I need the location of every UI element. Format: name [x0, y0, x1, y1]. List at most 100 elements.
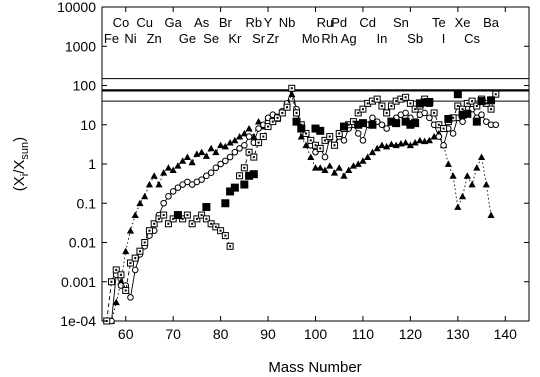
data-point-center	[191, 222, 194, 225]
data-point-center	[357, 111, 360, 114]
data-point	[387, 117, 396, 126]
data-point	[198, 148, 206, 156]
data-point	[240, 180, 249, 189]
data-point-center	[124, 289, 127, 292]
data-point	[369, 114, 376, 122]
data-point	[459, 118, 466, 125]
data-point	[198, 176, 205, 183]
data-point	[354, 160, 362, 167]
data-point-center	[138, 250, 141, 253]
data-point	[444, 160, 452, 167]
data-point	[335, 164, 343, 171]
data-point-center	[224, 234, 227, 237]
data-point-center	[442, 127, 445, 130]
y-tick-label: 0.01	[69, 235, 96, 251]
data-point	[122, 247, 130, 255]
data-point-center	[271, 120, 274, 123]
data-point-center	[352, 120, 355, 123]
data-point-center	[252, 156, 255, 159]
data-point	[406, 120, 415, 129]
data-point-center	[157, 217, 160, 220]
element-label: Cu	[136, 15, 153, 30]
data-point	[411, 119, 420, 128]
data-point-center	[267, 125, 270, 128]
data-point-center	[347, 123, 350, 126]
data-point-center	[210, 222, 213, 225]
y-tick-label: 10	[80, 117, 96, 133]
data-point	[463, 109, 472, 118]
data-point-center	[485, 102, 488, 105]
data-point	[179, 157, 187, 164]
data-point	[165, 193, 172, 200]
x-tick-label: 90	[260, 326, 276, 342]
data-point	[221, 142, 229, 150]
data-point	[354, 120, 363, 129]
y-tick-label: 1000	[65, 38, 96, 54]
data-point	[150, 172, 158, 179]
data-point	[368, 148, 377, 156]
x-tick-label: 130	[446, 326, 470, 342]
data-point-center	[328, 135, 331, 138]
y-tick-label: 100	[73, 78, 97, 94]
data-point-center	[129, 262, 132, 265]
element-label: Pd	[331, 15, 347, 30]
data-point-center	[494, 93, 497, 96]
data-point-center	[461, 108, 464, 111]
data-point-center	[371, 100, 374, 103]
data-point	[383, 125, 390, 132]
element-label: Te	[432, 15, 446, 30]
data-point	[226, 187, 235, 196]
data-point	[131, 266, 139, 274]
data-point	[449, 172, 457, 179]
data-point	[472, 117, 481, 126]
data-point	[453, 90, 462, 99]
data-point	[173, 211, 182, 220]
data-point	[207, 169, 215, 177]
data-point-center	[262, 135, 265, 138]
data-point	[487, 96, 496, 105]
data-point-center	[238, 174, 241, 177]
data-point	[212, 148, 220, 156]
data-point	[401, 117, 410, 126]
data-point	[169, 166, 177, 173]
data-point-center	[433, 111, 436, 114]
data-point	[478, 111, 485, 119]
element-label: Zn	[147, 31, 162, 46]
x-tick-label: 120	[399, 326, 423, 342]
x-tick-label: 60	[118, 326, 134, 342]
data-point	[292, 117, 301, 126]
data-point	[458, 192, 467, 200]
data-point-center	[380, 105, 383, 108]
data-point	[378, 121, 386, 129]
data-point-center	[366, 102, 369, 105]
data-point-center	[110, 280, 113, 283]
data-point	[340, 172, 348, 179]
data-point-center	[148, 229, 151, 232]
data-point	[141, 192, 149, 200]
data-point	[425, 136, 433, 144]
data-point	[354, 130, 362, 137]
element-label: In	[377, 31, 388, 46]
data-point-center	[414, 108, 417, 111]
element-label: Ru	[317, 15, 334, 30]
data-point	[392, 119, 401, 128]
data-point	[126, 227, 135, 234]
data-point	[307, 153, 315, 160]
element-label: As	[194, 15, 210, 30]
data-point-center	[338, 132, 341, 135]
data-point-center	[167, 222, 170, 225]
data-point-center	[119, 273, 122, 276]
element-label: Ba	[483, 15, 500, 30]
data-point-center	[323, 139, 326, 142]
data-point	[368, 120, 377, 129]
data-point-center	[490, 108, 493, 111]
data-point	[311, 164, 320, 171]
data-point	[235, 132, 244, 140]
data-point-center	[172, 217, 175, 220]
plot-frame	[101, 6, 530, 322]
y-tick-label: 10000	[57, 0, 96, 15]
data-point	[160, 169, 168, 176]
data-point	[240, 129, 248, 137]
